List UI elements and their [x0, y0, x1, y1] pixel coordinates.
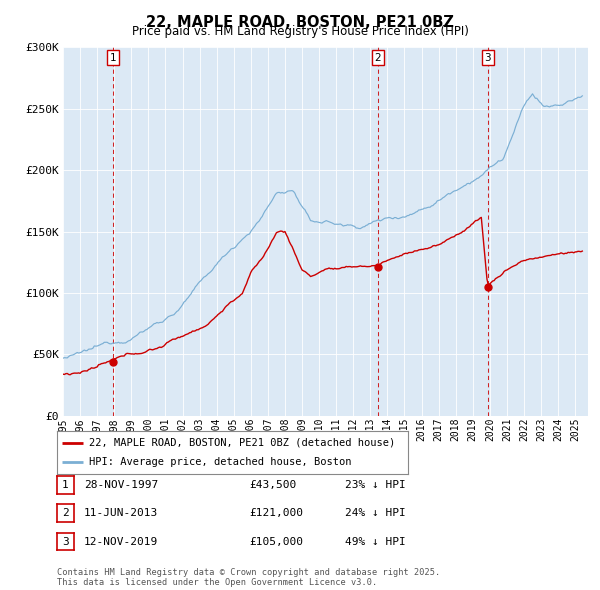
Text: 2: 2 [62, 509, 69, 518]
Text: 22, MAPLE ROAD, BOSTON, PE21 0BZ: 22, MAPLE ROAD, BOSTON, PE21 0BZ [146, 15, 454, 30]
Text: 3: 3 [62, 537, 69, 546]
Text: 49% ↓ HPI: 49% ↓ HPI [345, 537, 406, 546]
Text: Price paid vs. HM Land Registry's House Price Index (HPI): Price paid vs. HM Land Registry's House … [131, 25, 469, 38]
Text: 22, MAPLE ROAD, BOSTON, PE21 0BZ (detached house): 22, MAPLE ROAD, BOSTON, PE21 0BZ (detach… [89, 438, 395, 448]
Text: £43,500: £43,500 [249, 480, 296, 490]
Text: HPI: Average price, detached house, Boston: HPI: Average price, detached house, Bost… [89, 457, 351, 467]
Text: 3: 3 [484, 53, 491, 63]
Text: 24% ↓ HPI: 24% ↓ HPI [345, 509, 406, 518]
Text: £121,000: £121,000 [249, 509, 303, 518]
Text: 11-JUN-2013: 11-JUN-2013 [84, 509, 158, 518]
Text: 28-NOV-1997: 28-NOV-1997 [84, 480, 158, 490]
Text: 2: 2 [374, 53, 381, 63]
Text: 23% ↓ HPI: 23% ↓ HPI [345, 480, 406, 490]
Text: 1: 1 [109, 53, 116, 63]
Text: 12-NOV-2019: 12-NOV-2019 [84, 537, 158, 546]
Text: Contains HM Land Registry data © Crown copyright and database right 2025.
This d: Contains HM Land Registry data © Crown c… [57, 568, 440, 587]
Text: 1: 1 [62, 480, 69, 490]
Text: £105,000: £105,000 [249, 537, 303, 546]
